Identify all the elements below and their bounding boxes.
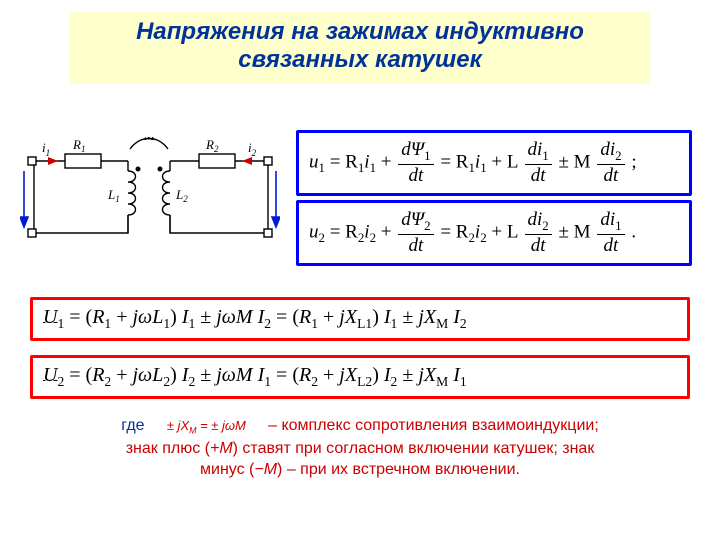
lbl-i1: i1 bbox=[42, 140, 50, 158]
lbl-r1: R1 bbox=[72, 137, 85, 154]
equation-u2-phasor: U2 = (R2 + jωL2) I2 ± jωM I1 = (R2 + jXL… bbox=[30, 355, 690, 399]
equation-u2-time: u2 = R2i2 + dΨ2dt = R2i2 + L di2dt ± M d… bbox=[296, 200, 692, 266]
circuit-diagram: i1 i2 R1 R2 L1 L2 M u u2 bbox=[20, 137, 280, 257]
lbl-r2: R2 bbox=[205, 137, 219, 154]
lbl-i2: i2 bbox=[248, 140, 257, 158]
equation-u1-phasor: U1 = (R1 + jωL1) I1 ± jωM I2 = (R1 + jXL… bbox=[30, 297, 690, 341]
lbl-u: u bbox=[20, 193, 21, 208]
word-gde: где bbox=[121, 417, 144, 434]
title-band: Напряжения на зажимах индуктивно связанн… bbox=[70, 12, 650, 84]
lbl-l2: L2 bbox=[175, 187, 188, 204]
xm-expr: ± jXM = ± jωM bbox=[167, 418, 246, 433]
title-line1: Напряжения на зажимах индуктивно bbox=[136, 18, 584, 45]
gde-tail: – комплекс сопротивления взаимоиндукции; bbox=[268, 417, 599, 434]
title-line2: связанных катушек bbox=[238, 46, 482, 73]
footnote-block: где ± jXM = ± jωM – комплекс сопротивлен… bbox=[50, 415, 670, 481]
lbl-m: M bbox=[143, 137, 156, 143]
lbl-l1: L1 bbox=[107, 187, 120, 204]
equation-u1-time: u1 = R1i1 + dΨ1dt = R1i1 + L di1dt ± M d… bbox=[296, 130, 692, 196]
